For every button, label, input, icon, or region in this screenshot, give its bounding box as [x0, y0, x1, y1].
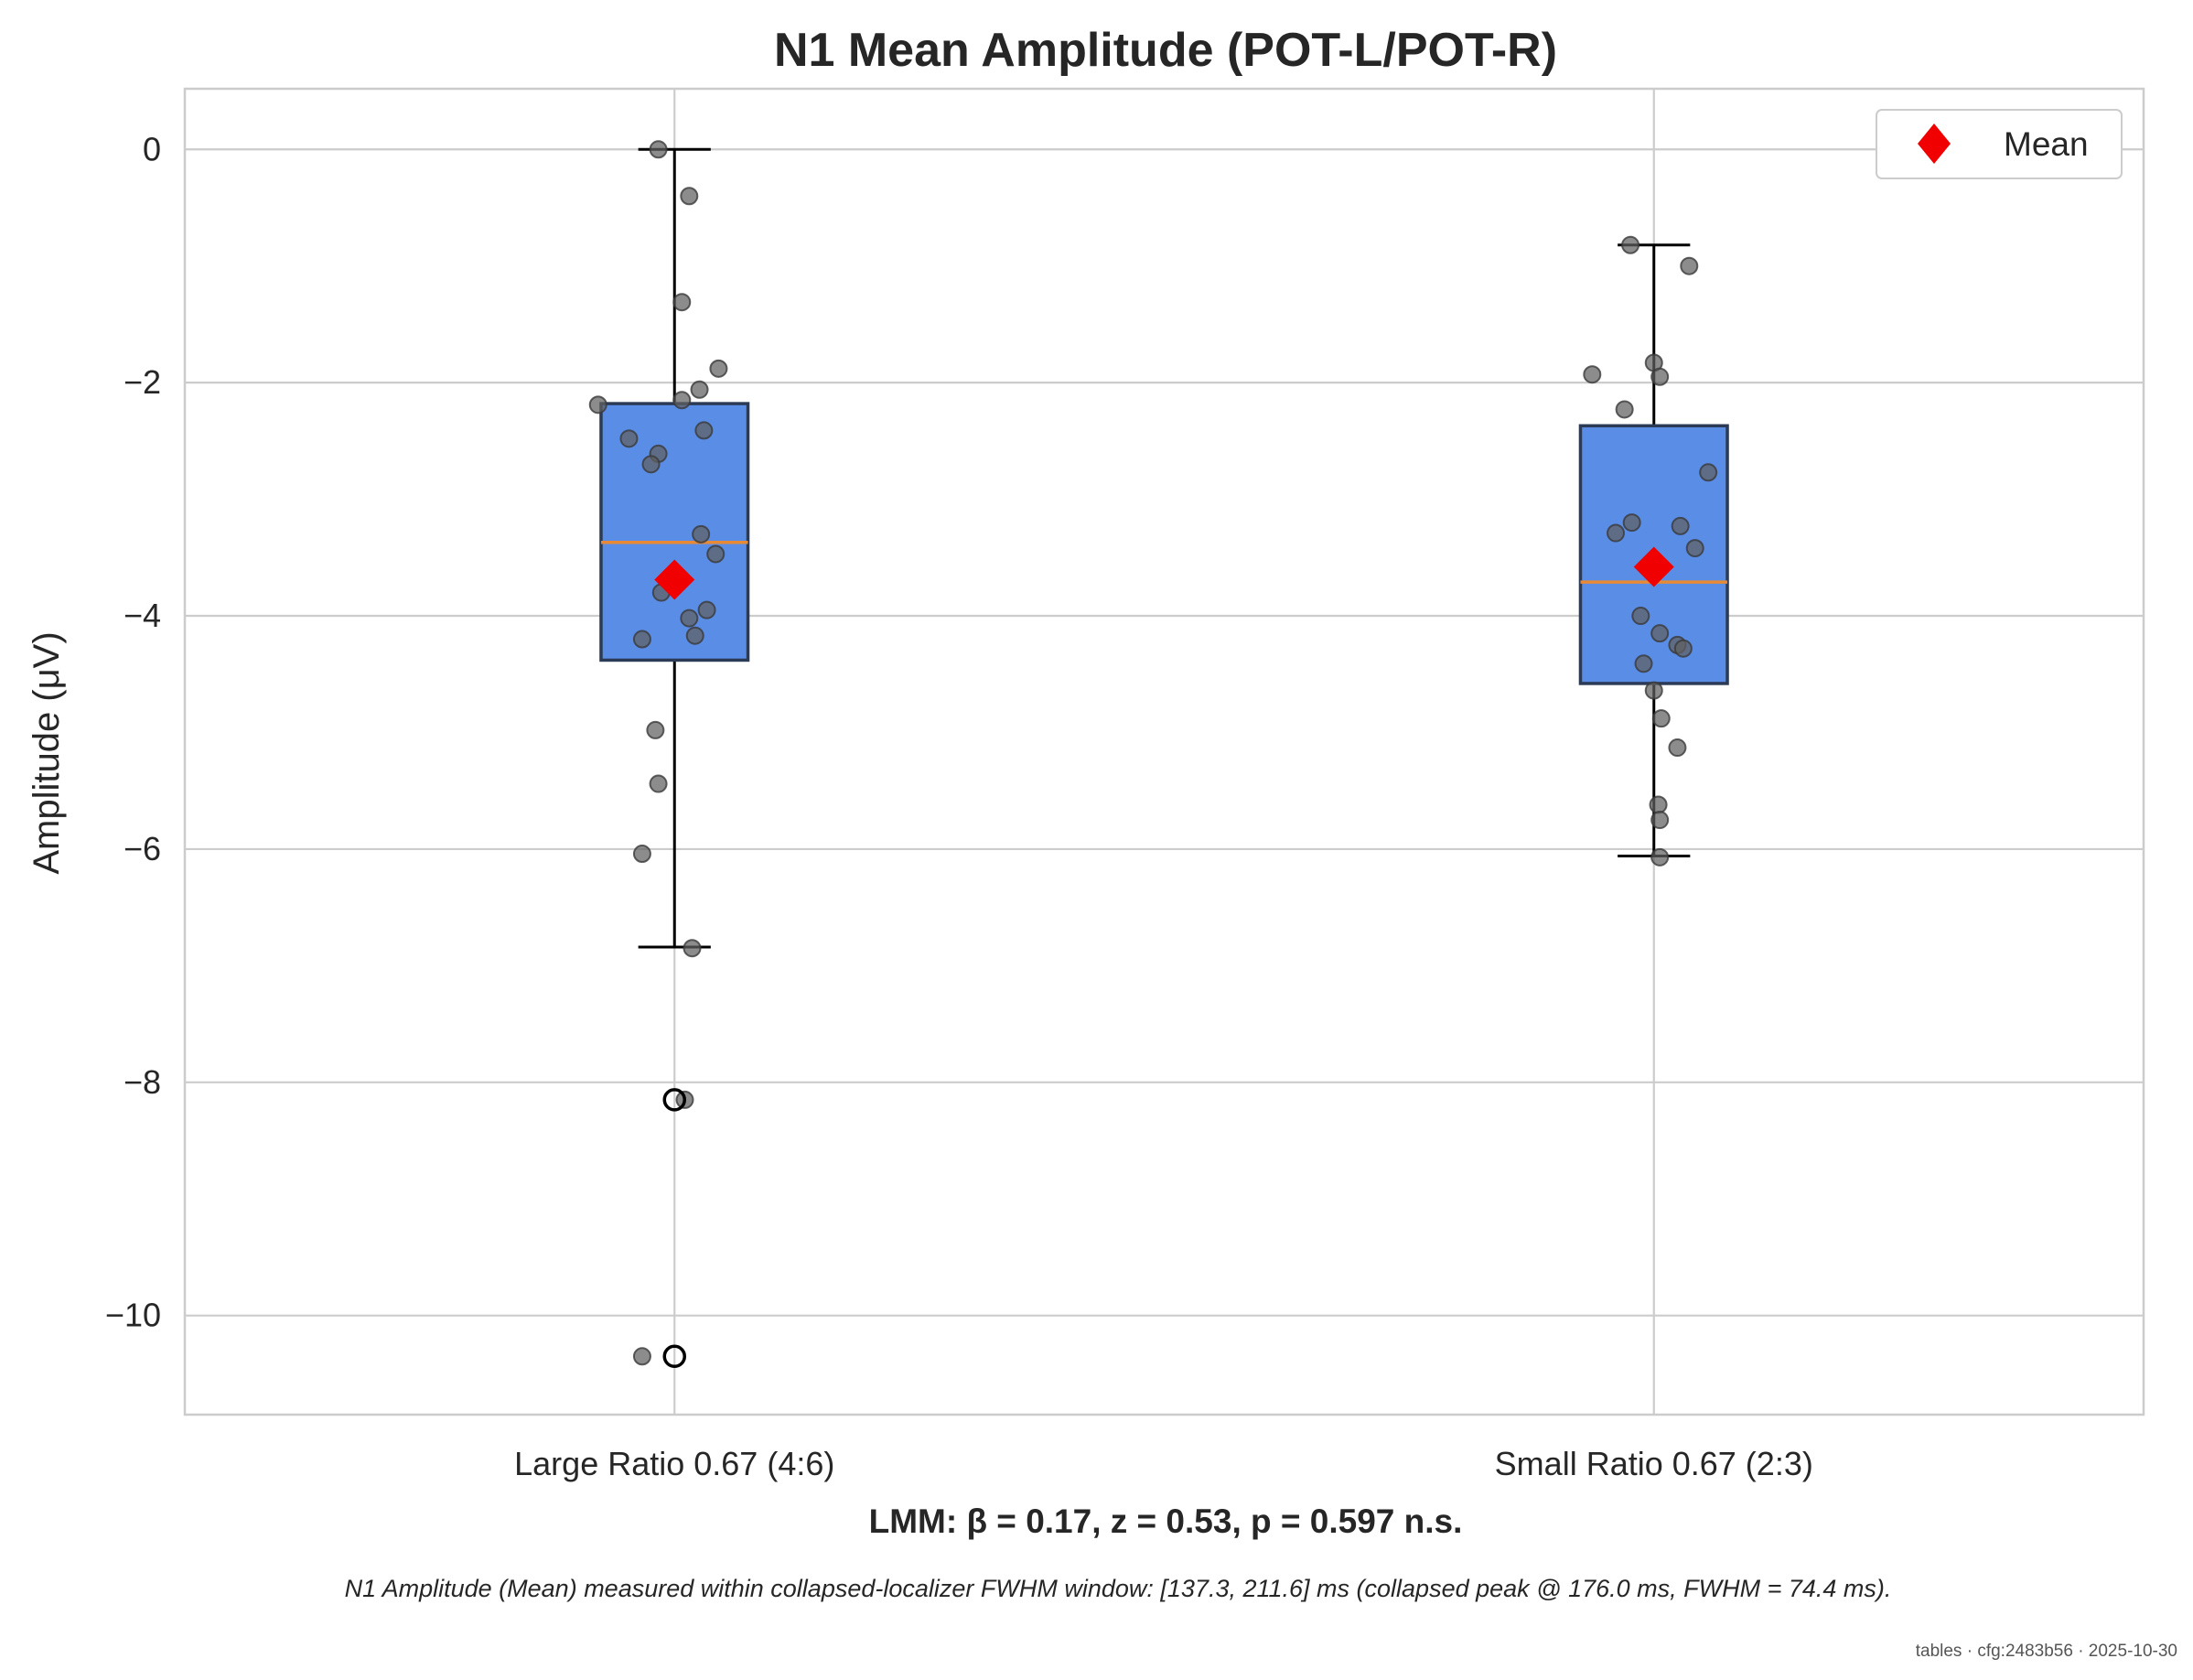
plot-border	[183, 87, 2145, 1416]
plot-frame	[183, 87, 2145, 1416]
data-point-0-12	[706, 544, 726, 564]
data-point-1-20	[1650, 811, 1670, 830]
y-tick-label-1: −2	[124, 363, 161, 401]
data-point-0-10	[641, 455, 661, 474]
y-tick-label-5: −10	[105, 1297, 161, 1334]
outlier-0-1	[662, 1344, 686, 1369]
data-point-0-0	[649, 140, 668, 159]
mean-marker-1	[1633, 546, 1674, 587]
data-point-0-2	[672, 293, 692, 312]
data-point-1-18	[1668, 738, 1687, 758]
data-point-0-21	[683, 939, 702, 958]
data-point-1-9	[1671, 516, 1690, 535]
data-point-1-19	[1649, 795, 1668, 814]
data-point-1-12	[1650, 624, 1670, 643]
data-point-1-11	[1631, 607, 1650, 626]
data-point-0-14	[697, 600, 716, 619]
data-point-0-1	[680, 187, 699, 206]
data-point-1-1	[1680, 256, 1699, 275]
chart-title: N1 Mean Amplitude (POT-L/POT-R)	[774, 24, 1557, 77]
data-point-0-18	[646, 720, 665, 739]
data-point-0-6	[588, 395, 607, 415]
data-points	[588, 140, 1718, 1366]
data-point-1-21	[1650, 847, 1670, 867]
data-point-0-23	[632, 1347, 651, 1366]
data-point-1-14	[1673, 639, 1693, 658]
data-point-1-17	[1651, 709, 1671, 728]
y-tick-label-3: −6	[124, 830, 161, 867]
data-point-0-15	[680, 608, 699, 628]
y-axis-label: Amplitude (μV)	[27, 631, 67, 874]
figure-caption: N1 Amplitude (Mean) measured within coll…	[345, 1575, 1892, 1602]
data-point-1-0	[1621, 235, 1640, 254]
y-tick-label-4: −8	[124, 1063, 161, 1101]
legend: Mean	[1876, 109, 2123, 179]
y-tick-label-0: 0	[143, 130, 161, 167]
data-point-0-7	[694, 421, 714, 440]
data-point-1-15	[1634, 654, 1653, 673]
data-point-1-5	[1615, 400, 1634, 419]
grid-lines	[185, 89, 2144, 1415]
data-point-1-7	[1607, 523, 1626, 543]
data-point-1-16	[1644, 681, 1663, 700]
data-point-0-11	[692, 524, 711, 544]
outlier-0-0	[662, 1088, 686, 1112]
mean-marker-0	[654, 559, 695, 600]
legend-mean-diamond-icon	[1918, 124, 1951, 164]
data-point-0-19	[649, 774, 668, 793]
data-point-1-8	[1622, 513, 1641, 533]
data-point-0-4	[690, 380, 709, 399]
data-point-1-10	[1685, 539, 1704, 558]
data-point-1-6	[1699, 463, 1718, 482]
legend-label-mean: Mean	[2004, 125, 2089, 163]
data-point-0-3	[709, 359, 728, 378]
x-tick-labels: Large Ratio 0.67 (4:6) Small Ratio 0.67 (…	[514, 1445, 1813, 1482]
statistics-annotation: LMM: β = 0.17, z = 0.53, p = 0.597 n.s.	[869, 1502, 1463, 1540]
data-point-0-20	[632, 845, 651, 864]
data-point-0-8	[619, 429, 639, 448]
boxes	[599, 147, 1729, 949]
y-tick-labels: 0 −2 −4 −6 −8 −10	[105, 130, 161, 1333]
data-point-1-4	[1650, 367, 1670, 386]
footer-note: tables · cfg:2483b56 · 2025-10-30	[1916, 1642, 2177, 1661]
x-tick-label-1: Small Ratio 0.67 (2:3)	[1495, 1445, 1813, 1482]
y-tick-label-2: −4	[124, 597, 161, 634]
data-point-0-5	[672, 391, 692, 410]
x-tick-label-0: Large Ratio 0.67 (4:6)	[514, 1445, 834, 1482]
outliers	[662, 1088, 686, 1369]
data-point-0-16	[685, 626, 704, 645]
mean-markers	[654, 546, 1674, 600]
legend-box	[1876, 109, 2123, 179]
data-point-0-17	[632, 630, 651, 649]
data-point-1-3	[1583, 365, 1602, 384]
